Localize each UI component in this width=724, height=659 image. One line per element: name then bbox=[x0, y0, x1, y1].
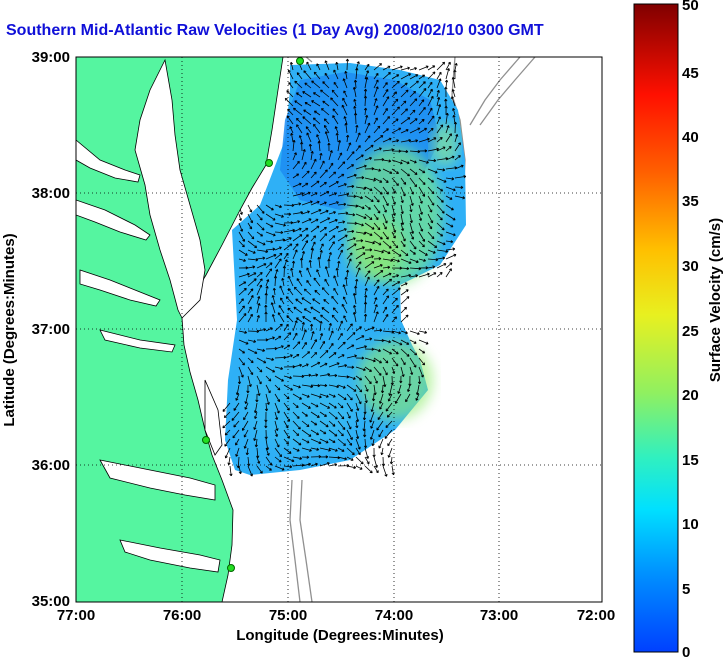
colorbar-gradient bbox=[633, 3, 679, 653]
map-title: Southern Mid-Atlantic Raw Velocities (1 … bbox=[6, 22, 544, 39]
station-marker bbox=[296, 57, 304, 65]
plot-frame bbox=[75, 56, 603, 603]
y-tick-label: 36:00 bbox=[32, 457, 70, 474]
x-tick-label: 72:00 bbox=[577, 607, 615, 624]
x-tick-label: 75:00 bbox=[269, 607, 307, 624]
colorbar-tick: 20 bbox=[682, 387, 699, 404]
velocity-arrows bbox=[222, 58, 467, 477]
colorbar-tick: 5 bbox=[682, 581, 690, 598]
map-grid bbox=[76, 57, 602, 602]
station-marker bbox=[265, 159, 273, 167]
y-tick-label: 35:00 bbox=[32, 593, 70, 610]
velocity-arrow-glyphs bbox=[222, 58, 467, 477]
station-marker bbox=[202, 436, 210, 444]
x-tick-label: 77:00 bbox=[57, 607, 95, 624]
colorbar-tick: 45 bbox=[682, 65, 699, 82]
velocity-field bbox=[222, 58, 467, 477]
colorbar-tick: 50 bbox=[682, 0, 699, 14]
x-tick-label: 76:00 bbox=[163, 607, 201, 624]
colorbar-tick: 30 bbox=[682, 258, 699, 275]
colorbar: 50 45 40 35 30 25 20 15 10 5 0 Surface V… bbox=[633, 0, 724, 659]
y-axis: 39:00 38:00 37:00 36:00 35:00 Latitude (… bbox=[1, 49, 70, 610]
colorbar-tick: 35 bbox=[682, 193, 699, 210]
colorbar-tick: 15 bbox=[682, 452, 699, 469]
radar-stations bbox=[202, 57, 304, 572]
y-axis-label: Latitude (Degrees:Minutes) bbox=[1, 233, 18, 426]
x-axis-label: Longitude (Degrees:Minutes) bbox=[236, 627, 444, 644]
x-tick-label: 73:00 bbox=[480, 607, 518, 624]
y-tick-label: 37:00 bbox=[32, 321, 70, 338]
y-tick-label: 38:00 bbox=[32, 185, 70, 202]
colorbar-tick: 0 bbox=[682, 644, 690, 659]
y-tick-label: 39:00 bbox=[32, 49, 70, 66]
station-marker bbox=[227, 564, 235, 572]
colorbar-tick: 40 bbox=[682, 129, 699, 146]
chesapeake-bay bbox=[76, 58, 223, 573]
colorbar-label: Surface Velocity (cm/s) bbox=[707, 218, 724, 382]
x-tick-label: 74:00 bbox=[375, 607, 413, 624]
colorbar-tick: 10 bbox=[682, 516, 699, 533]
colorbar-tick: 25 bbox=[682, 323, 699, 340]
x-axis: 77:00 76:00 75:00 74:00 73:00 72:00 Long… bbox=[57, 607, 615, 644]
